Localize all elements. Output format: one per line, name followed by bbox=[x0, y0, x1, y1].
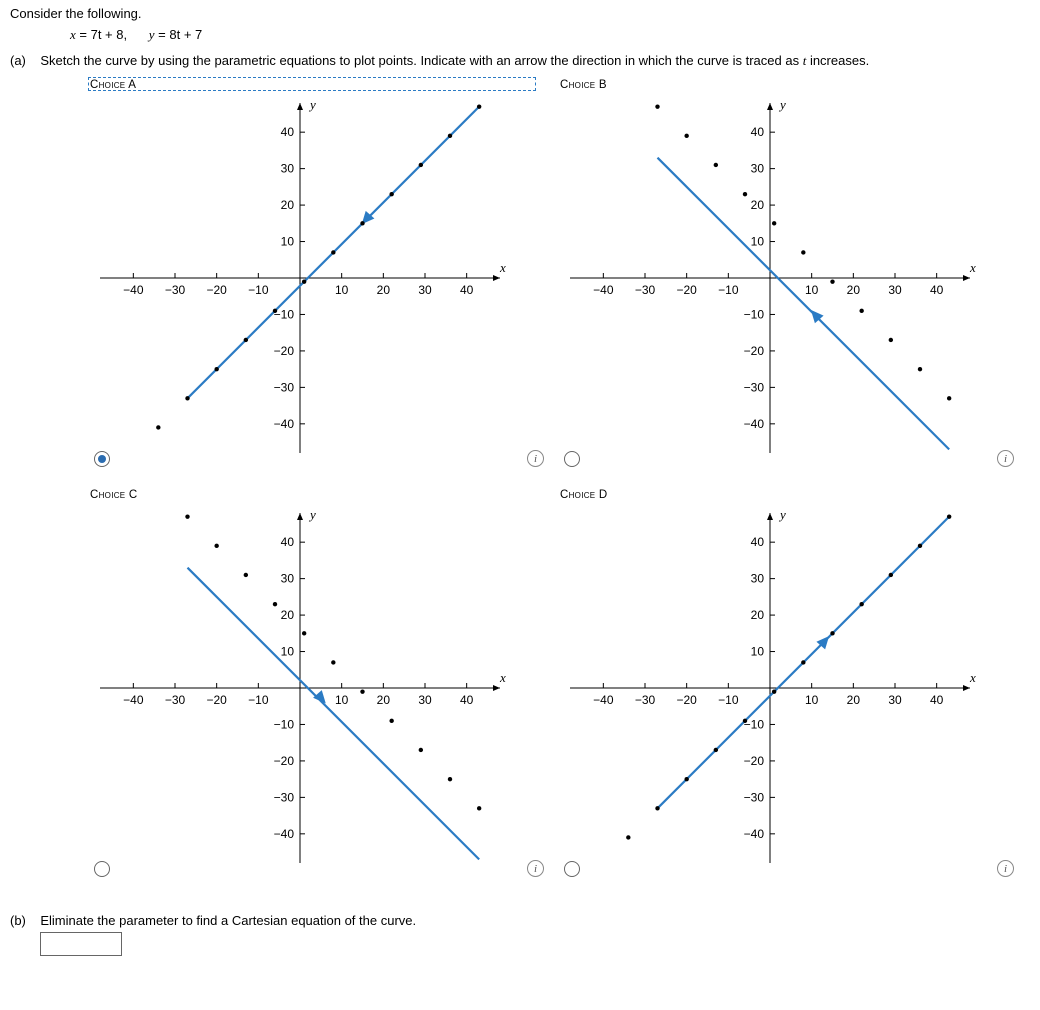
radio-choice-d[interactable] bbox=[564, 861, 580, 877]
svg-text:10: 10 bbox=[335, 693, 349, 707]
svg-text:10: 10 bbox=[805, 283, 819, 297]
svg-text:10: 10 bbox=[751, 235, 765, 249]
svg-text:−40: −40 bbox=[744, 417, 765, 431]
svg-text:−40: −40 bbox=[744, 827, 765, 841]
svg-text:−20: −20 bbox=[676, 283, 697, 297]
svg-text:40: 40 bbox=[460, 693, 474, 707]
svg-text:−20: −20 bbox=[744, 344, 765, 358]
radio-choice-c[interactable] bbox=[94, 861, 110, 877]
svg-text:30: 30 bbox=[281, 162, 295, 176]
svg-text:10: 10 bbox=[751, 645, 765, 659]
svg-text:40: 40 bbox=[281, 535, 295, 549]
svg-text:20: 20 bbox=[377, 693, 391, 707]
choice-a-label: Choice A bbox=[90, 79, 530, 91]
choice-b-label: Choice B bbox=[560, 79, 1000, 91]
svg-text:40: 40 bbox=[751, 125, 765, 139]
info-icon[interactable]: i bbox=[527, 450, 544, 467]
info-icon[interactable]: i bbox=[997, 860, 1014, 877]
svg-text:20: 20 bbox=[751, 198, 765, 212]
svg-text:10: 10 bbox=[805, 693, 819, 707]
svg-text:y: y bbox=[308, 97, 316, 112]
svg-text:−30: −30 bbox=[635, 283, 656, 297]
svg-text:−40: −40 bbox=[274, 417, 295, 431]
svg-text:40: 40 bbox=[460, 283, 474, 297]
svg-text:30: 30 bbox=[888, 283, 902, 297]
part-a: (a) Sketch the curve by using the parame… bbox=[10, 53, 1030, 69]
svg-text:20: 20 bbox=[281, 608, 295, 622]
chart-d: 10203040−40−30−20−1010203040−10−20−30−40… bbox=[560, 503, 1000, 873]
svg-text:x: x bbox=[969, 670, 976, 685]
chart-b: 10 20 30 40 −40 −30 −20 −10 10 20 30 40 −10 −20 −30 −40… bbox=[560, 93, 1000, 463]
svg-text:−30: −30 bbox=[165, 283, 186, 297]
radio-choice-a[interactable] bbox=[94, 451, 110, 467]
svg-text:20: 20 bbox=[751, 608, 765, 622]
svg-text:10: 10 bbox=[335, 283, 349, 297]
svg-text:40: 40 bbox=[751, 535, 765, 549]
svg-text:−30: −30 bbox=[274, 380, 295, 394]
x-expr: = 7t + 8, bbox=[76, 27, 127, 42]
svg-text:−30: −30 bbox=[635, 693, 656, 707]
svg-text:−10: −10 bbox=[248, 283, 269, 297]
svg-text:30: 30 bbox=[888, 693, 902, 707]
choice-c-label: Choice C bbox=[90, 489, 530, 501]
svg-text:30: 30 bbox=[281, 572, 295, 586]
svg-text:y: y bbox=[308, 507, 316, 522]
svg-text:−20: −20 bbox=[676, 693, 697, 707]
svg-text:20: 20 bbox=[377, 283, 391, 297]
chart-a: 10203040−40−30−20−1010203040−10−20−30−40… bbox=[90, 93, 530, 463]
svg-text:−40: −40 bbox=[123, 283, 144, 297]
svg-text:−40: −40 bbox=[593, 283, 614, 297]
equations: x = 7t + 8, y = 8t + 7 bbox=[10, 27, 1030, 43]
svg-text:−30: −30 bbox=[744, 380, 765, 394]
radio-choice-b[interactable] bbox=[564, 451, 580, 467]
svg-text:10: 10 bbox=[281, 235, 295, 249]
svg-text:−20: −20 bbox=[744, 754, 765, 768]
svg-text:40: 40 bbox=[281, 125, 295, 139]
svg-text:30: 30 bbox=[418, 283, 432, 297]
svg-text:−30: −30 bbox=[165, 693, 186, 707]
svg-text:y: y bbox=[778, 507, 786, 522]
svg-text:20: 20 bbox=[847, 283, 861, 297]
svg-text:40: 40 bbox=[930, 283, 944, 297]
svg-text:−10: −10 bbox=[274, 717, 295, 731]
svg-text:−40: −40 bbox=[274, 827, 295, 841]
part-a-tail: increases. bbox=[806, 53, 869, 68]
svg-text:y: y bbox=[778, 97, 786, 112]
part-b-text: Eliminate the parameter to find a Cartes… bbox=[40, 913, 416, 928]
svg-text:x: x bbox=[499, 670, 506, 685]
svg-text:10: 10 bbox=[281, 645, 295, 659]
svg-text:30: 30 bbox=[751, 162, 765, 176]
svg-text:30: 30 bbox=[418, 693, 432, 707]
svg-text:20: 20 bbox=[281, 198, 295, 212]
svg-text:−10: −10 bbox=[718, 693, 739, 707]
part-a-text: Sketch the curve by using the parametric… bbox=[40, 53, 802, 68]
svg-text:−40: −40 bbox=[593, 693, 614, 707]
svg-text:−20: −20 bbox=[274, 344, 295, 358]
svg-text:30: 30 bbox=[751, 572, 765, 586]
chart-c: 10 20 30 40 −40 −30 −20 −10 10 20 30 40 −10 −20 −30 −40… bbox=[90, 503, 530, 873]
part-a-label: (a) bbox=[10, 53, 26, 68]
svg-text:20: 20 bbox=[847, 693, 861, 707]
svg-text:−30: −30 bbox=[274, 790, 295, 804]
svg-text:x: x bbox=[969, 260, 976, 275]
svg-text:−20: −20 bbox=[206, 283, 227, 297]
svg-text:−20: −20 bbox=[274, 754, 295, 768]
answer-input[interactable] bbox=[40, 932, 122, 956]
prompt-text: Consider the following. bbox=[10, 6, 1030, 21]
info-icon[interactable]: i bbox=[997, 450, 1014, 467]
svg-text:−10: −10 bbox=[718, 283, 739, 297]
svg-text:−10: −10 bbox=[744, 307, 765, 321]
svg-text:40: 40 bbox=[930, 693, 944, 707]
y-expr: = 8t + 7 bbox=[155, 27, 203, 42]
choice-d-label: Choice D bbox=[560, 489, 1000, 501]
svg-text:−10: −10 bbox=[248, 693, 269, 707]
svg-text:−20: −20 bbox=[206, 693, 227, 707]
svg-text:−40: −40 bbox=[123, 693, 144, 707]
svg-text:−30: −30 bbox=[744, 790, 765, 804]
part-b-label: (b) bbox=[10, 913, 26, 928]
info-icon[interactable]: i bbox=[527, 860, 544, 877]
part-b: (b) Eliminate the parameter to find a Ca… bbox=[10, 913, 1030, 928]
svg-text:x: x bbox=[499, 260, 506, 275]
